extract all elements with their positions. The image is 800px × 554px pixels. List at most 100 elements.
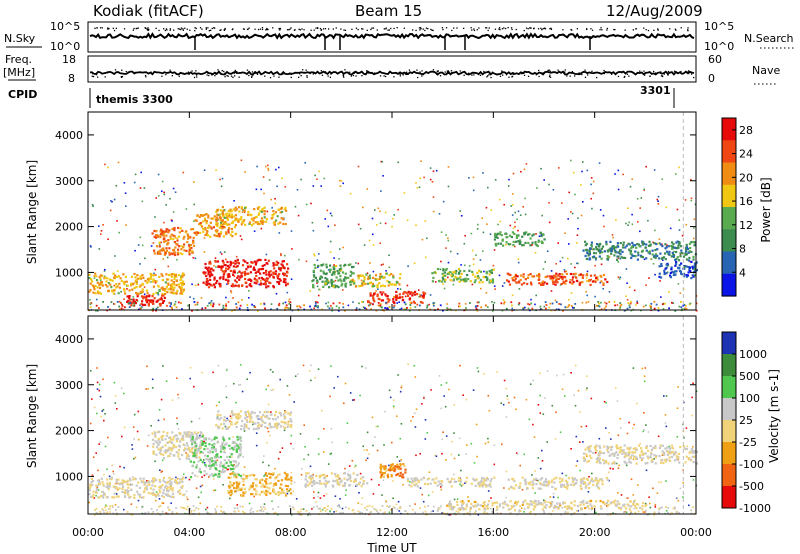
nave-point [299, 73, 301, 75]
echo-cell [235, 465, 238, 468]
scatter-point [224, 425, 227, 428]
echo-cell [555, 272, 558, 275]
echo-cell [239, 218, 242, 221]
scatter-point [417, 289, 420, 291]
echo-cell [274, 418, 277, 421]
echo-cell [124, 275, 127, 278]
nsearch-point [586, 28, 588, 30]
echo-cell [181, 272, 184, 275]
nave-point [547, 69, 549, 72]
echo-cell [195, 456, 198, 459]
echo-cell [324, 273, 327, 276]
echo-cell [384, 293, 387, 296]
scatter-point [637, 484, 639, 486]
echo-cell [210, 284, 213, 287]
echo-cell [216, 417, 219, 420]
echo-cell [590, 245, 593, 248]
echo-cell [165, 484, 168, 488]
echo-cell [168, 251, 171, 254]
echo-cell [416, 293, 419, 296]
echo-cell [578, 283, 581, 286]
scatter-point [542, 413, 545, 415]
scatter-point [603, 400, 606, 403]
echo-cell [604, 278, 607, 281]
scatter-point [277, 513, 279, 516]
echo-cell [210, 273, 213, 276]
echo-cell [142, 297, 145, 300]
echo-cell [269, 492, 272, 495]
scatter-point [589, 253, 591, 256]
echo-cell [207, 459, 210, 462]
echo-cell [272, 285, 275, 288]
echo-cell [206, 455, 209, 458]
scatter-point [535, 294, 537, 297]
ground-point [597, 301, 600, 303]
echo-cell [152, 451, 155, 454]
echo-cell [347, 276, 350, 279]
echo-cell [228, 444, 231, 447]
ground-point [118, 305, 121, 308]
echo-cell [268, 482, 271, 485]
echo-cell [165, 247, 168, 250]
echo-cell [148, 277, 151, 280]
scatter-point [329, 240, 332, 243]
echo-cell [167, 449, 170, 452]
echo-cell [232, 448, 235, 451]
echo-cell [349, 270, 352, 273]
echo-cell [598, 248, 601, 251]
echo-cell [208, 275, 211, 278]
echo-cell [511, 231, 514, 234]
nsearch-point [549, 28, 551, 30]
scatter-point [95, 452, 97, 454]
echo-cell [507, 243, 510, 246]
echo-cell [196, 231, 200, 234]
scatter-point [284, 301, 287, 304]
scatter-point [673, 250, 675, 253]
nsearch-point [279, 29, 281, 31]
scatter-point [101, 410, 104, 412]
scatter-point [546, 370, 549, 372]
ground-point [605, 302, 608, 305]
scatter-point [139, 304, 141, 307]
echo-cell [216, 217, 219, 220]
scatter-point [98, 389, 100, 392]
scatter-point [104, 268, 106, 271]
nave-point [422, 73, 424, 76]
echo-cell [214, 461, 217, 464]
echo-cell [178, 449, 181, 452]
scatter-point [633, 507, 636, 510]
scatter-point [307, 453, 310, 456]
scatter-point [608, 431, 610, 434]
echo-cell [240, 428, 243, 431]
echo-cell [653, 242, 656, 245]
echo-cell [652, 255, 656, 259]
scatter-point [665, 395, 668, 397]
echo-cell [191, 251, 194, 254]
nsearch-point [488, 27, 490, 29]
echo-cell [205, 465, 208, 468]
scatter-point [362, 206, 364, 209]
scatter-point [559, 431, 562, 433]
echo-cell [687, 259, 691, 262]
scatter-point [423, 176, 425, 179]
scatter-point [193, 385, 195, 388]
scatter-point [493, 444, 496, 446]
ground-point [539, 305, 542, 308]
echo-cell [139, 284, 142, 287]
scatter-point [440, 407, 442, 410]
echo-cell [571, 276, 575, 279]
nsearch-point [470, 27, 472, 29]
echo-cell [197, 448, 200, 451]
echo-cell [115, 480, 118, 483]
echo-cell [446, 272, 449, 276]
scatter-point [676, 497, 678, 499]
nsearch-point [657, 28, 659, 30]
scatter-point [323, 177, 326, 180]
ground-point [328, 307, 331, 310]
echo-cell [275, 219, 278, 222]
nsky-panel [87, 21, 697, 53]
echo-cell [193, 452, 196, 455]
echo-cell [191, 436, 194, 439]
echo-cell [230, 423, 233, 426]
echo-cell [685, 274, 688, 277]
